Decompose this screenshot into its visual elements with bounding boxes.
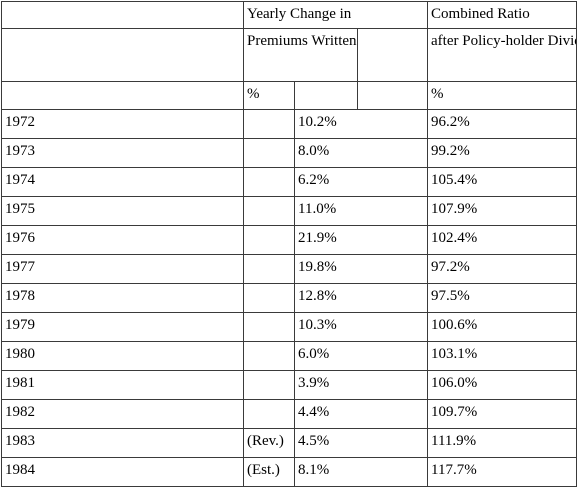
- unit-percent-ratio: %: [427, 81, 577, 110]
- year-cell: 1973: [1, 138, 244, 168]
- note-cell: [243, 370, 295, 400]
- header-empty-cell: [1, 81, 244, 110]
- note-cell: [243, 399, 295, 429]
- header-empty-cell: [356, 81, 429, 110]
- year-cell: 1972: [1, 109, 244, 139]
- header-empty-cell: [1, 28, 244, 82]
- combined-ratio-cell: 103.1%: [427, 341, 577, 371]
- premium-change-cell: 3.9%: [293, 370, 429, 400]
- header-premiums-written: Premiums Written: [243, 28, 358, 82]
- combined-ratio-cell: 96.2%: [427, 109, 577, 139]
- year-cell: 1975: [1, 196, 244, 226]
- year-cell: 1976: [1, 225, 244, 255]
- header-row-group: Yearly Change in Combined Ratio: [1, 1, 577, 29]
- combined-ratio-cell: 102.4%: [427, 225, 577, 255]
- note-cell: [243, 225, 295, 255]
- header-empty-cell: [356, 28, 429, 82]
- combined-ratio-cell: 109.7%: [427, 399, 577, 429]
- combined-ratio-cell: 106.0%: [427, 370, 577, 400]
- premium-change-cell: 4.4%: [293, 399, 429, 429]
- table-row: 1974 6.2% 105.4%: [1, 167, 577, 197]
- year-cell: 1981: [1, 370, 244, 400]
- year-cell: 1983: [1, 428, 244, 458]
- premium-change-cell: 6.0%: [293, 341, 429, 371]
- table-row: 1984 (Est.) 8.1% 117.7%: [1, 457, 577, 487]
- table-row: 1976 21.9% 102.4%: [1, 225, 577, 255]
- header-empty-cell: [1, 1, 244, 29]
- combined-ratio-cell: 99.2%: [427, 138, 577, 168]
- year-cell: 1979: [1, 312, 244, 342]
- premium-change-cell: 19.8%: [293, 254, 429, 284]
- header-row-sub: Premiums Written after Policy-holder Div…: [1, 28, 577, 82]
- note-cell: [243, 138, 295, 168]
- combined-ratio-cell: 107.9%: [427, 196, 577, 226]
- header-after-dividends: after Policy-holder Dividends: [427, 28, 577, 82]
- table-row: 1977 19.8% 97.2%: [1, 254, 577, 284]
- note-cell: [243, 109, 295, 139]
- combined-ratio-cell: 111.9%: [427, 428, 577, 458]
- premium-change-cell: 11.0%: [293, 196, 429, 226]
- premium-change-cell: 21.9%: [293, 225, 429, 255]
- premium-change-cell: 8.0%: [293, 138, 429, 168]
- unit-percent-change: %: [243, 81, 295, 110]
- year-cell: 1977: [1, 254, 244, 284]
- header-combined-ratio: Combined Ratio: [427, 1, 577, 29]
- premium-change-cell: 4.5%: [293, 428, 429, 458]
- note-cell: [243, 312, 295, 342]
- year-cell: 1980: [1, 341, 244, 371]
- table-row: 1975 11.0% 107.9%: [1, 196, 577, 226]
- premium-change-cell: 10.3%: [293, 312, 429, 342]
- table-row: 1981 3.9% 106.0%: [1, 370, 577, 400]
- premium-change-cell: 6.2%: [293, 167, 429, 197]
- year-cell: 1984: [1, 457, 244, 487]
- table-row: 1980 6.0% 103.1%: [1, 341, 577, 371]
- table-row: 1978 12.8% 97.5%: [1, 283, 577, 313]
- note-cell: [243, 167, 295, 197]
- combined-ratio-cell: 100.6%: [427, 312, 577, 342]
- table-row: 1973 8.0% 99.2%: [1, 138, 577, 168]
- table-row: 1972 10.2% 96.2%: [1, 109, 577, 139]
- note-cell: [243, 196, 295, 226]
- header-row-units: % %: [1, 81, 577, 110]
- year-cell: 1974: [1, 167, 244, 197]
- note-cell: [243, 283, 295, 313]
- table-row: 1982 4.4% 109.7%: [1, 399, 577, 429]
- combined-ratio-cell: 105.4%: [427, 167, 577, 197]
- year-cell: 1978: [1, 283, 244, 313]
- premium-change-cell: 12.8%: [293, 283, 429, 313]
- table-row: 1983 (Rev.) 4.5% 111.9%: [1, 428, 577, 458]
- note-cell: [243, 341, 295, 371]
- premium-change-cell: 8.1%: [293, 457, 429, 487]
- year-cell: 1982: [1, 399, 244, 429]
- header-empty-cell: [294, 81, 358, 110]
- note-cell: (Rev.): [243, 428, 295, 458]
- note-cell: [243, 254, 295, 284]
- header-yearly-change: Yearly Change in: [242, 1, 429, 29]
- combined-ratio-cell: 97.2%: [427, 254, 577, 284]
- combined-ratio-cell: 97.5%: [427, 283, 577, 313]
- premium-change-cell: 10.2%: [293, 109, 429, 139]
- note-cell: (Est.): [243, 457, 295, 487]
- combined-ratio-cell: 117.7%: [427, 457, 577, 487]
- table-row: 1979 10.3% 100.6%: [1, 312, 577, 342]
